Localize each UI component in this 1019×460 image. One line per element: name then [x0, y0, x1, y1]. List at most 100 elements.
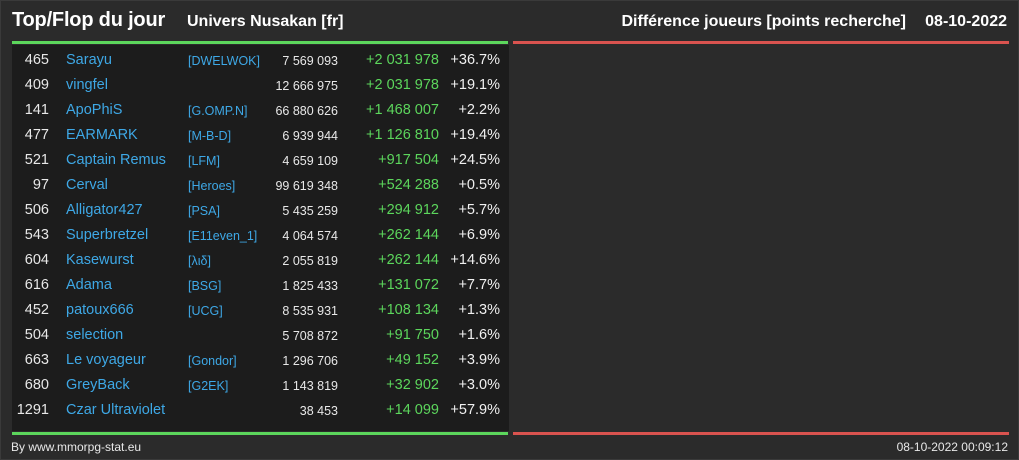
- alliance-link[interactable]: [Heroes]: [188, 179, 236, 193]
- percent-change: +3.0%: [458, 377, 500, 393]
- player-name-link[interactable]: vingfel: [66, 77, 108, 93]
- points-difference: +32 902: [386, 377, 439, 393]
- points-difference: +91 750: [386, 327, 439, 343]
- list-item: 1291 Czar Ultraviolet 38 453 +14 099 +57…: [12, 399, 509, 424]
- player-name-link[interactable]: Le voyageur: [66, 352, 146, 368]
- alliance-link[interactable]: [E11even_1]: [188, 229, 258, 243]
- player-points: 38 453: [299, 404, 338, 418]
- player-points: 1 825 433: [282, 279, 338, 293]
- player-rank: 504: [24, 327, 49, 343]
- player-rank: 477: [24, 127, 49, 143]
- points-difference: +49 152: [386, 352, 439, 368]
- player-points: 99 619 348: [275, 179, 338, 193]
- alliance-link[interactable]: [LFM]: [188, 154, 220, 168]
- player-name-link[interactable]: Adama: [66, 277, 112, 293]
- points-difference: +524 288: [378, 177, 439, 193]
- player-rank: 521: [24, 152, 49, 168]
- player-rank: 1291: [16, 402, 49, 418]
- player-points: 12 666 975: [275, 79, 338, 93]
- player-points: 8 535 931: [282, 304, 338, 318]
- alliance-link[interactable]: [BSG]: [188, 279, 222, 293]
- points-difference: +294 912: [378, 202, 439, 218]
- alliance-link[interactable]: [G.OMP.N]: [188, 104, 248, 118]
- percent-change: +0.5%: [458, 177, 500, 193]
- percent-change: +2.2%: [458, 102, 500, 118]
- list-item: 409 vingfel 12 666 975 +2 031 978 +19.1%: [12, 74, 509, 99]
- player-name-link[interactable]: selection: [66, 327, 124, 343]
- points-difference: +2 031 978: [366, 77, 439, 93]
- alliance-link[interactable]: [Gondor]: [188, 354, 237, 368]
- player-name-link[interactable]: Alligator427: [66, 202, 143, 218]
- list-item: 504 selection 5 708 872 +91 750 +1.6%: [12, 324, 509, 349]
- player-rank: 680: [24, 377, 49, 393]
- list-item: 97 Cerval [Heroes] 99 619 348 +524 288 +…: [12, 174, 509, 199]
- percent-change: +6.9%: [458, 227, 500, 243]
- player-points: 4 659 109: [282, 154, 338, 168]
- player-name-link[interactable]: Czar Ultraviolet: [66, 402, 166, 418]
- player-name-link[interactable]: Kasewurst: [66, 252, 134, 268]
- points-difference: +131 072: [378, 277, 439, 293]
- page-title: Top/Flop du jour: [12, 9, 166, 31]
- player-name-link[interactable]: patoux666: [66, 302, 134, 318]
- points-difference: +262 144: [378, 227, 439, 243]
- percent-change: +3.9%: [458, 352, 500, 368]
- alliance-link[interactable]: [λιδ]: [188, 254, 211, 268]
- alliance-link[interactable]: [UCG]: [188, 304, 223, 318]
- player-points: 6 939 944: [282, 129, 338, 143]
- source-credit[interactable]: By www.mmorpg-stat.eu: [11, 440, 142, 454]
- ranking-subtitle: Différence joueurs [points recherche]: [621, 13, 906, 30]
- player-rank: 409: [24, 77, 49, 93]
- list-item: 141 ApoPhiS [G.OMP.N] 66 880 626 +1 468 …: [12, 99, 509, 124]
- list-item: 452 patoux666 [UCG] 8 535 931 +108 134 +…: [12, 299, 509, 324]
- player-name-link[interactable]: Sarayu: [66, 52, 112, 68]
- list-item: 543 Superbretzel [E11even_1] 4 064 574 +…: [12, 224, 509, 249]
- percent-change: +57.9%: [450, 402, 500, 418]
- percent-change: +19.1%: [450, 77, 500, 93]
- list-item: 616 Adama [BSG] 1 825 433 +131 072 +7.7%: [12, 274, 509, 299]
- percent-change: +24.5%: [450, 152, 500, 168]
- percent-change: +5.7%: [458, 202, 500, 218]
- bottom-divider-green: [12, 432, 508, 435]
- generated-timestamp: 08-10-2022 00:09:12: [896, 440, 1008, 454]
- player-points: 1 296 706: [282, 354, 338, 368]
- player-points: 66 880 626: [275, 104, 338, 118]
- player-rank: 141: [24, 102, 49, 118]
- player-name-link[interactable]: EARMARK: [66, 127, 138, 143]
- percent-change: +1.3%: [458, 302, 500, 318]
- player-rank: 465: [24, 52, 49, 68]
- flop-players-panel: [513, 45, 1009, 431]
- alliance-link[interactable]: [DWELWOK]: [188, 54, 260, 68]
- list-item: 680 GreyBack [G2EK] 1 143 819 +32 902 +3…: [12, 374, 509, 399]
- list-item: 604 Kasewurst [λιδ] 2 055 819 +262 144 +…: [12, 249, 509, 274]
- bottom-divider-red: [513, 432, 1009, 435]
- alliance-link[interactable]: [G2EK]: [188, 379, 229, 393]
- player-name-link[interactable]: GreyBack: [66, 377, 130, 393]
- alliance-link[interactable]: [M-B-D]: [188, 129, 232, 143]
- top-divider-red: [513, 41, 1009, 44]
- list-item: 477 EARMARK [M-B-D] 6 939 944 +1 126 810…: [12, 124, 509, 149]
- player-points: 7 569 093: [282, 54, 338, 68]
- points-difference: +262 144: [378, 252, 439, 268]
- player-rank: 97: [32, 177, 49, 193]
- player-rank: 452: [24, 302, 49, 318]
- player-rank: 616: [24, 277, 49, 293]
- percent-change: +7.7%: [458, 277, 500, 293]
- player-points: 5 435 259: [282, 204, 338, 218]
- player-points: 4 064 574: [282, 229, 338, 243]
- points-difference: +2 031 978: [366, 52, 439, 68]
- alliance-link[interactable]: [PSA]: [188, 204, 220, 218]
- points-difference: +1 126 810: [366, 127, 439, 143]
- list-item: 521 Captain Remus [LFM] 4 659 109 +917 5…: [12, 149, 509, 174]
- top-divider-green: [12, 41, 508, 44]
- player-name-link[interactable]: Superbretzel: [66, 227, 149, 243]
- points-difference: +917 504: [378, 152, 439, 168]
- player-rank: 543: [24, 227, 49, 243]
- top-players-panel: 465 Sarayu [DWELWOK] 7 569 093 +2 031 97…: [12, 45, 509, 431]
- player-rank: 604: [24, 252, 49, 268]
- percent-change: +1.6%: [458, 327, 500, 343]
- percent-change: +14.6%: [450, 252, 500, 268]
- player-name-link[interactable]: Cerval: [66, 177, 108, 193]
- player-points: 2 055 819: [282, 254, 338, 268]
- player-name-link[interactable]: ApoPhiS: [66, 102, 123, 118]
- player-name-link[interactable]: Captain Remus: [66, 152, 166, 168]
